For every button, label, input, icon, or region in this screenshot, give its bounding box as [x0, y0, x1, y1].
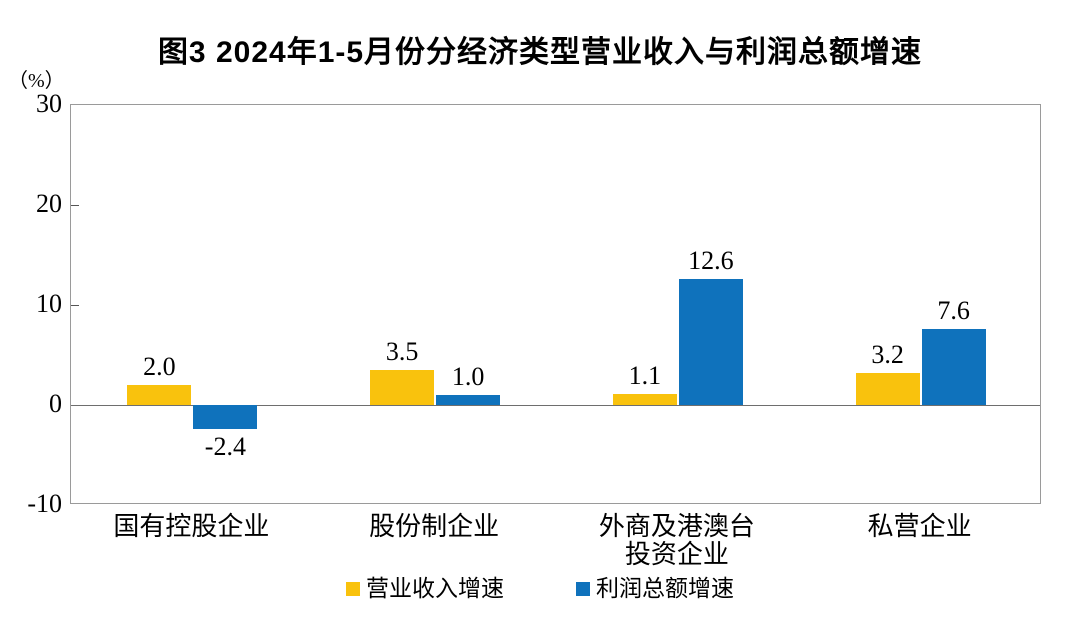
legend-swatch-revenue	[346, 582, 360, 596]
category-label: 国有控股企业	[113, 512, 270, 541]
bar-value-label: 3.5	[385, 337, 419, 366]
y-tick-label: 0	[49, 389, 62, 418]
bar-profit	[436, 395, 501, 405]
y-axis-tick	[71, 305, 79, 306]
bar-value-label: 7.6	[937, 296, 970, 325]
chart-title: 图3 2024年1-5月份分经济类型营业收入与利润总额增速	[157, 36, 923, 69]
bar-revenue	[370, 370, 435, 405]
bar-value-label: 2.0	[143, 352, 176, 381]
bar-profit	[921, 329, 986, 405]
bar-value-label: 1.1	[628, 361, 662, 390]
bar-revenue	[855, 373, 920, 405]
category-label: 股份制企业	[369, 512, 500, 541]
bar-revenue	[127, 385, 192, 405]
y-tick-label: 20	[36, 189, 62, 218]
legend: 营业收入增速 利润总额增速	[0, 577, 1080, 601]
bar-value-label: 12.6	[688, 246, 734, 275]
y-tick-label: 30	[36, 89, 62, 118]
bar-value-label: 3.2	[871, 340, 904, 369]
bar-value-label: 1.0	[451, 362, 485, 391]
plot-area: 2.0 -2.4 3.5 1.0 1.1 12.6 3.2 7.6	[70, 104, 1041, 504]
category-label: 私营企业	[867, 512, 972, 541]
bar-revenue	[612, 394, 677, 405]
y-axis-tick	[71, 205, 79, 206]
y-tick-label: 10	[36, 289, 62, 318]
legend-label-profit: 利润总额增速	[596, 576, 734, 601]
y-axis-unit-label: （%）	[8, 70, 65, 92]
bar-value-label: -2.4	[204, 432, 246, 461]
zero-gridline	[71, 404, 1040, 406]
bar-profit	[193, 405, 258, 429]
y-tick-label: -10	[27, 489, 62, 518]
legend-label-revenue: 营业收入增速	[366, 576, 504, 601]
legend-item-profit: 利润总额增速	[576, 577, 734, 601]
legend-swatch-profit	[576, 582, 590, 596]
legend-item-revenue: 营业收入增速	[346, 577, 504, 601]
category-label: 外商及港澳台 投资企业	[598, 512, 755, 569]
bar-profit	[678, 279, 743, 405]
